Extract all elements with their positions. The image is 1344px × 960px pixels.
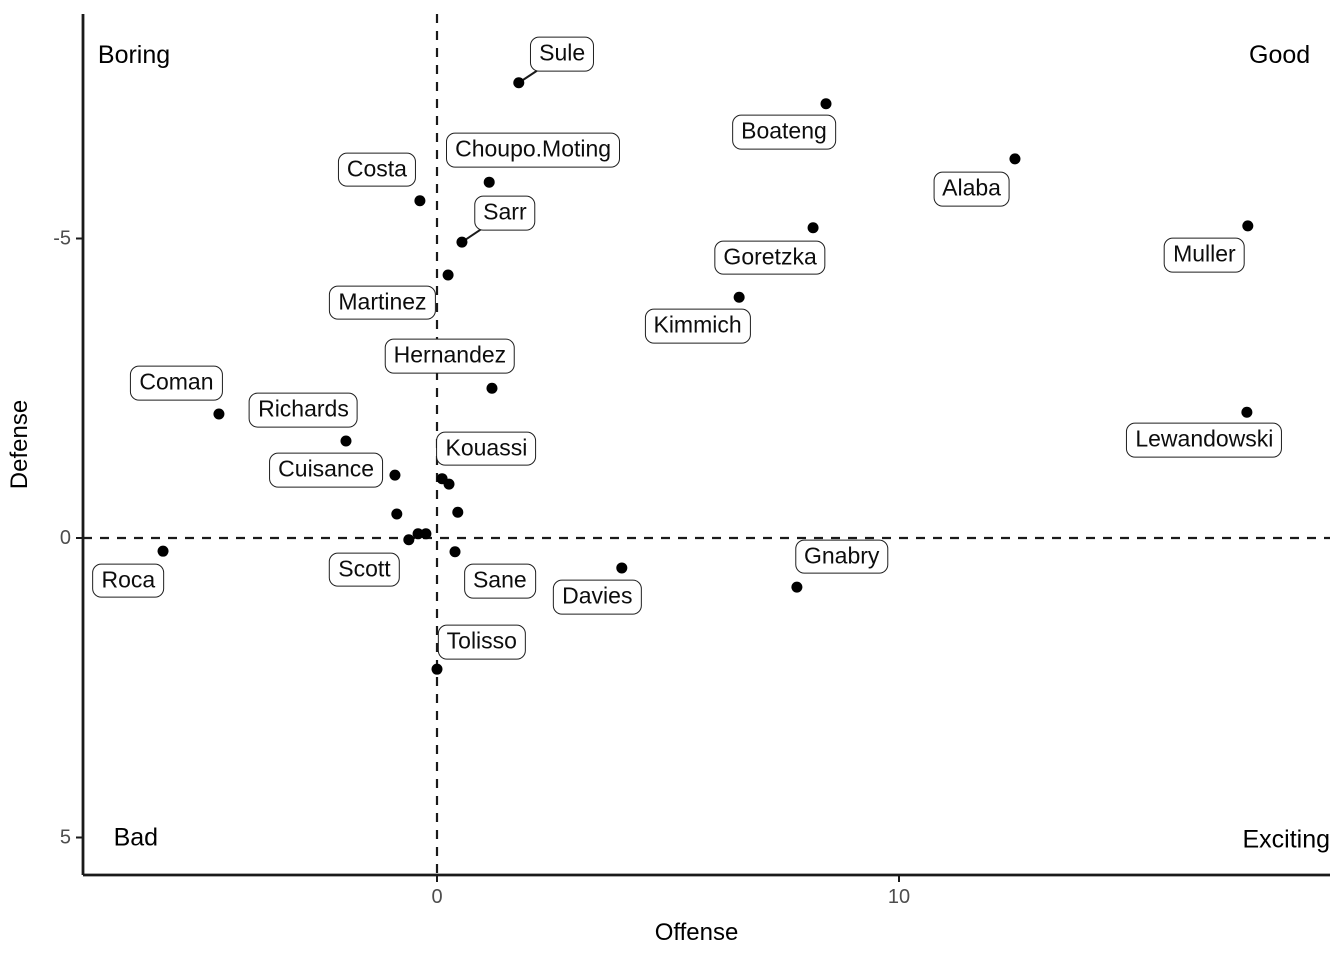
data-point-boateng: [820, 98, 832, 110]
player-label-lewandowski: Lewandowski: [1126, 422, 1283, 458]
player-label-kouassi: Kouassi: [436, 431, 537, 467]
data-point: [391, 508, 403, 520]
data-point-davies: [616, 562, 628, 574]
player-label-gnabry: Gnabry: [794, 539, 889, 574]
player-label-cuisance: Cuisance: [269, 452, 384, 488]
player-label-coman: Coman: [130, 365, 223, 401]
data-point-lewandowski: [1241, 406, 1253, 418]
player-label-alaba: Alaba: [933, 171, 1010, 207]
data-point-muller: [1242, 220, 1254, 232]
y-tick-label: -5: [53, 228, 71, 250]
player-label-goretzka: Goretzka: [714, 240, 826, 276]
player-label-choupo-moting: Choupo.Moting: [446, 132, 621, 168]
player-label-kimmich: Kimmich: [644, 308, 751, 344]
player-label-martinez: Martinez: [329, 285, 436, 320]
player-label-scott: Scott: [329, 552, 400, 588]
player-label-sane: Sane: [463, 563, 536, 599]
player-label-roca: Roca: [92, 563, 165, 598]
quadrant-label-good: Good: [1249, 41, 1310, 69]
data-point-tolisso: [431, 663, 443, 675]
player-label-davies: Davies: [553, 579, 642, 615]
data-point-scott: [403, 534, 415, 546]
player-label-tolisso: Tolisso: [437, 624, 526, 660]
data-point-sane: [449, 546, 461, 558]
data-point-roca: [157, 545, 169, 557]
y-tick-label: 5: [60, 827, 71, 849]
data-point-martinez: [442, 269, 454, 281]
player-label-richards: Richards: [249, 393, 358, 428]
quadrant-label-exciting: Exciting: [1242, 825, 1330, 853]
data-point-hernandez: [486, 382, 498, 394]
data-point-choupo-moting: [483, 176, 495, 188]
data-point: [452, 506, 464, 518]
data-point-alaba: [1009, 153, 1021, 165]
y-axis-title: Defense: [6, 400, 33, 489]
x-axis-title: Offense: [655, 919, 739, 946]
data-point-kimmich: [733, 291, 745, 303]
data-point: [412, 528, 424, 540]
quadrant-label-bad: Bad: [114, 824, 158, 852]
quadrant-label-boring: Boring: [98, 41, 170, 69]
data-point-costa: [414, 195, 426, 207]
axis-lines: [81, 14, 1330, 877]
y-tick-label: 0: [60, 527, 71, 549]
player-label-muller: Muller: [1164, 237, 1245, 273]
data-point-coman: [213, 408, 225, 420]
data-point-sarr: [456, 236, 468, 248]
player-label-boateng: Boateng: [732, 115, 836, 150]
data-point-sule: [513, 77, 525, 89]
x-tick-label: 0: [431, 886, 442, 908]
data-point-gnabry: [791, 581, 803, 593]
player-label-costa: Costa: [337, 152, 416, 187]
player-label-hernandez: Hernandez: [384, 338, 516, 374]
player-label-sarr: Sarr: [474, 195, 536, 231]
data-point-richards: [340, 435, 352, 447]
data-points: [157, 77, 1254, 675]
data-point-cuisance: [389, 469, 401, 481]
data-point-goretzka: [807, 222, 819, 234]
axis-ticks: -5 0 5 0 10: [53, 228, 910, 909]
player-label-sule: Sule: [530, 36, 595, 72]
data-point: [420, 528, 432, 540]
data-point: [443, 478, 455, 490]
x-tick-label: 10: [888, 886, 910, 908]
